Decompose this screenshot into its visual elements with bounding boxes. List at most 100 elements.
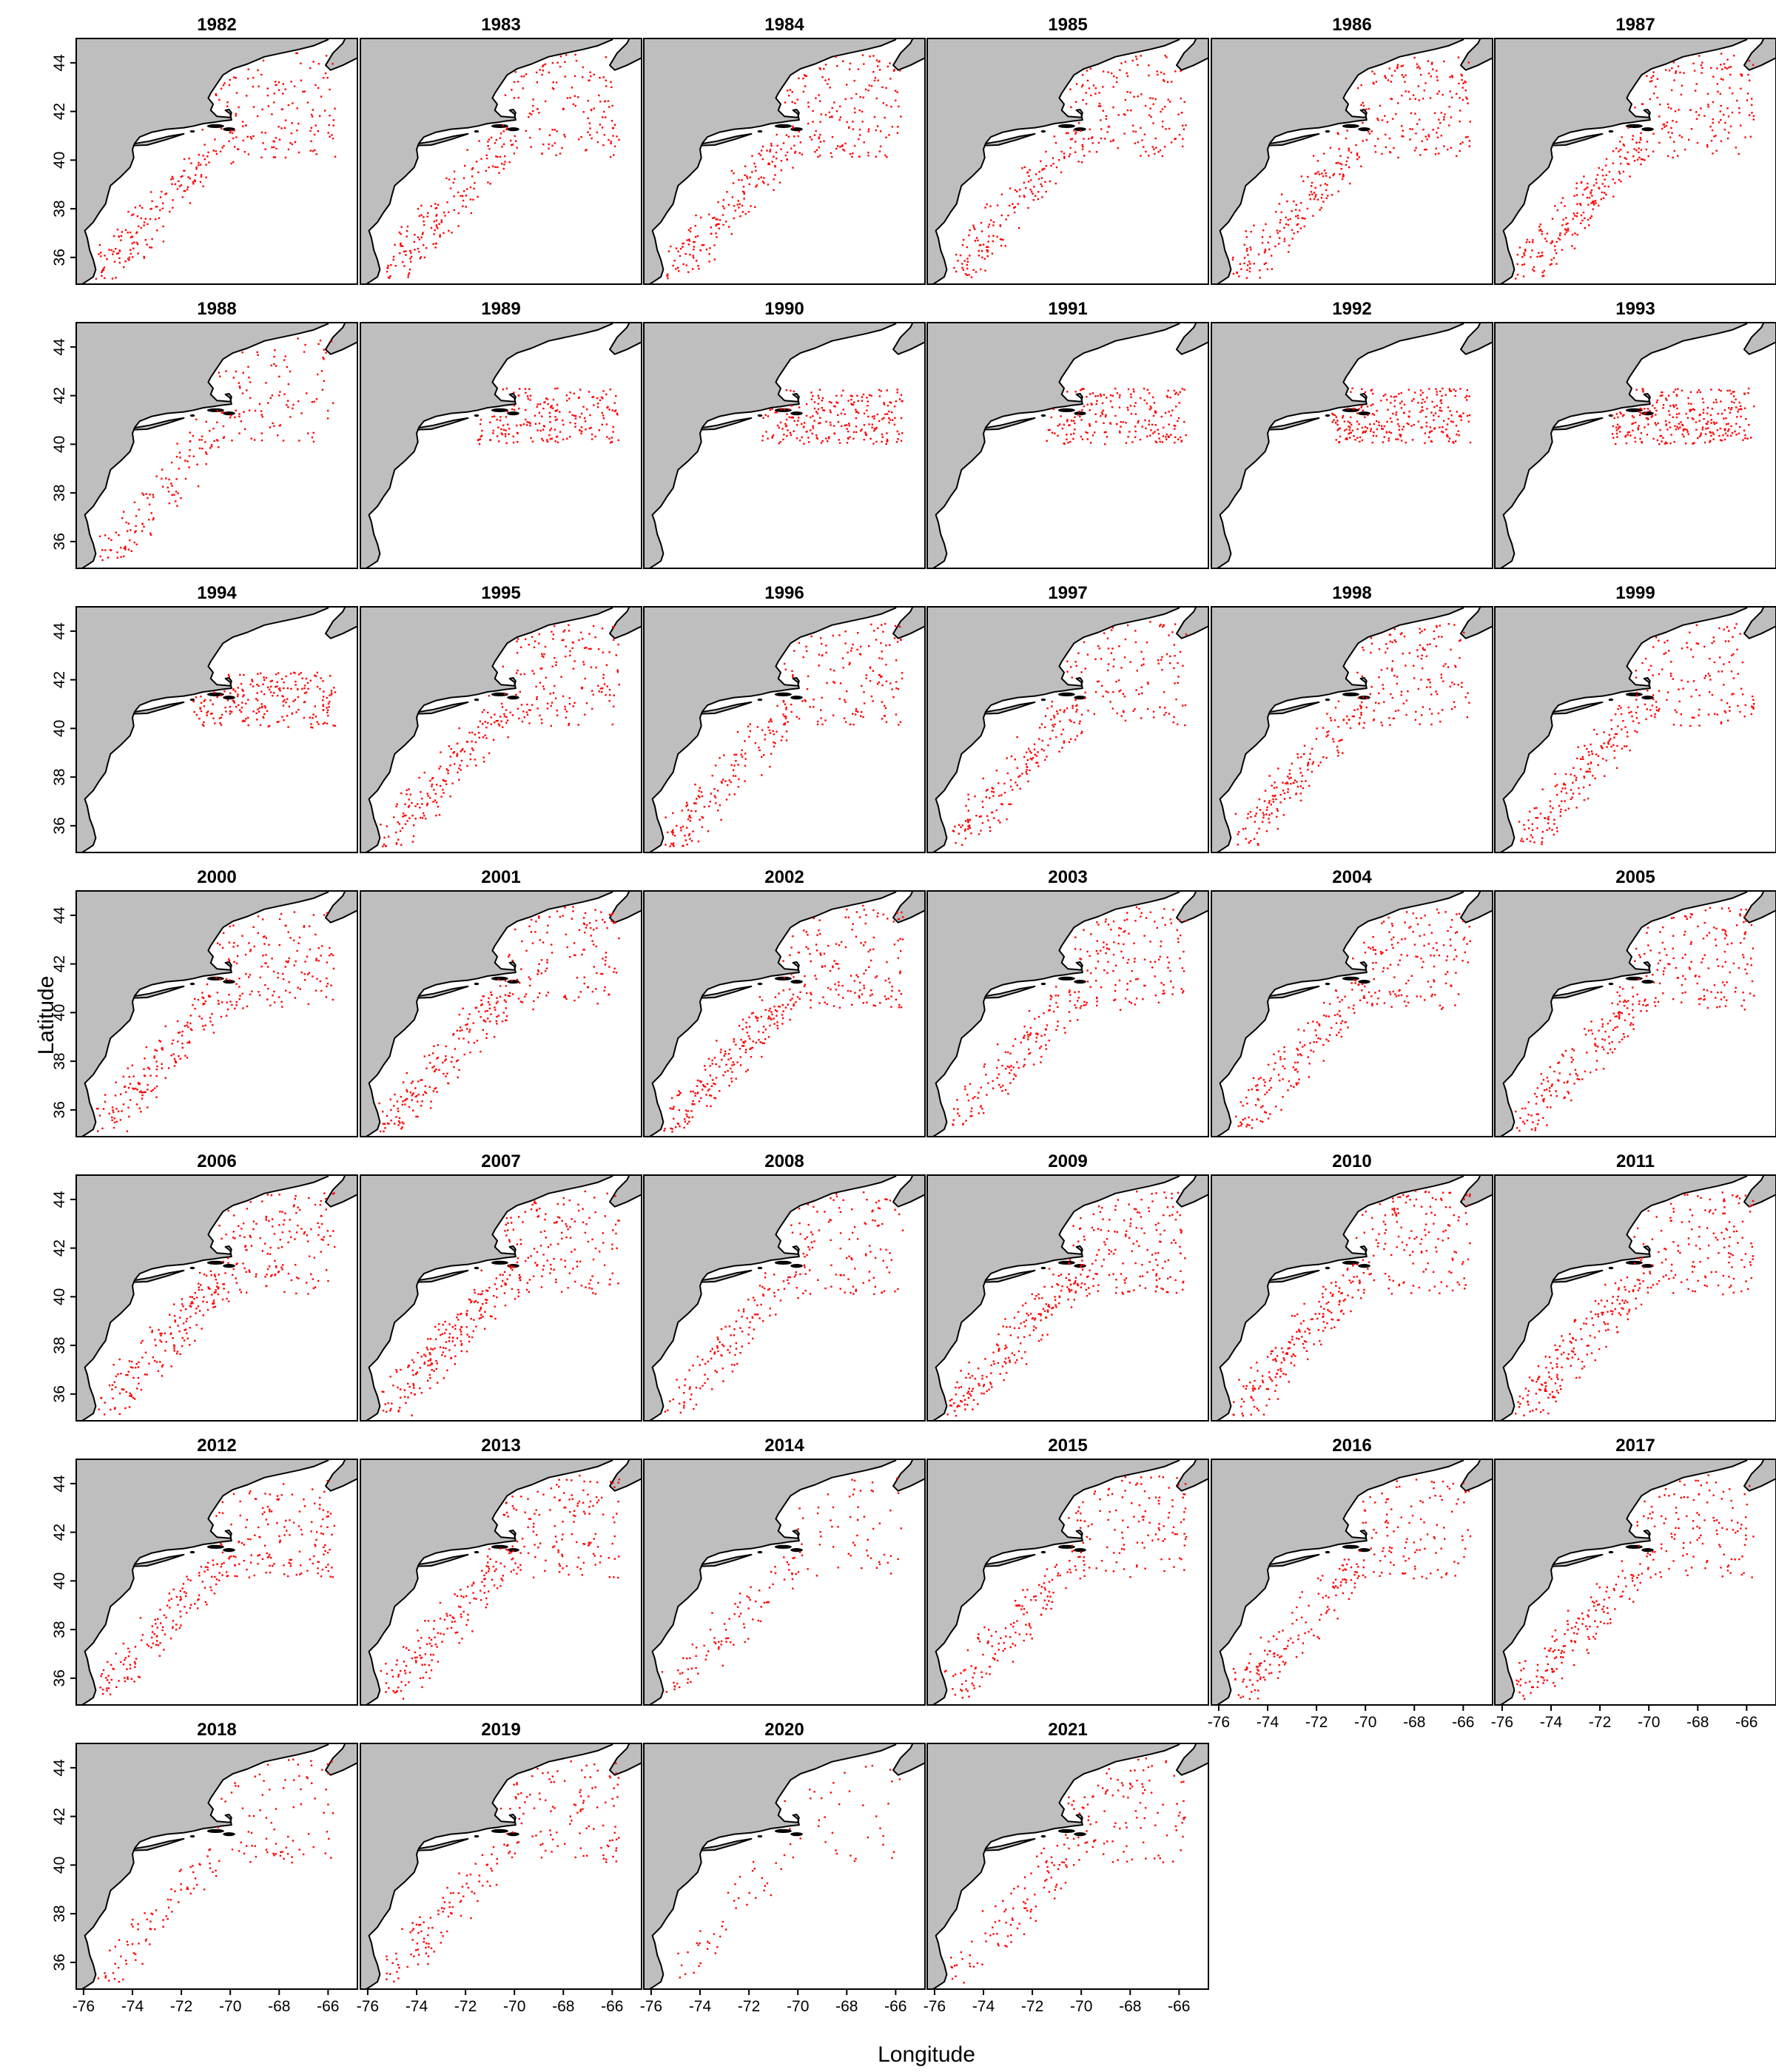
station-point [1692, 408, 1695, 410]
station-point [1082, 146, 1084, 148]
station-point [892, 70, 895, 72]
station-point [1712, 75, 1715, 78]
station-point [1143, 399, 1146, 402]
station-point [1055, 166, 1058, 169]
y-tick-label-38: 38 [51, 484, 68, 501]
station-point [1612, 162, 1615, 164]
station-point [120, 239, 122, 241]
station-point [741, 756, 744, 758]
station-point [712, 217, 714, 219]
station-point [798, 406, 801, 408]
station-point [1079, 415, 1081, 418]
station-point [1413, 149, 1416, 152]
station-point [1130, 110, 1132, 112]
station-point [825, 437, 827, 440]
station-point [1106, 397, 1108, 399]
station-point [525, 418, 527, 421]
station-point [541, 437, 543, 440]
station-point [1661, 391, 1663, 394]
station-point [195, 174, 197, 176]
station-point [1386, 667, 1388, 670]
station-point [1468, 395, 1470, 397]
station-point [1666, 399, 1668, 401]
y-tick-label-36: 36 [51, 533, 68, 550]
station-point [1640, 163, 1642, 166]
station-point [462, 205, 464, 207]
station-point [286, 687, 289, 690]
station-point [1427, 135, 1430, 138]
station-point [815, 149, 818, 151]
station-point [192, 181, 195, 183]
station-point [159, 209, 161, 212]
station-point [1342, 178, 1344, 181]
station-point [1440, 135, 1442, 137]
station-point [1340, 168, 1342, 170]
station-point [301, 677, 303, 679]
station-point [601, 127, 604, 129]
station-point [116, 229, 119, 231]
station-point [1712, 431, 1714, 434]
station-point [584, 420, 587, 423]
station-point [432, 243, 434, 245]
station-point [118, 249, 121, 252]
station-point [793, 420, 796, 423]
station-point [1524, 828, 1526, 831]
station-point [1661, 440, 1663, 443]
station-point [799, 141, 801, 144]
station-point [1084, 667, 1086, 670]
station-point [1752, 707, 1755, 710]
station-point [1610, 738, 1612, 740]
station-point [1635, 711, 1638, 714]
station-point [418, 251, 420, 253]
station-point [462, 190, 465, 192]
station-point [143, 221, 146, 223]
station-point [574, 423, 576, 425]
station-point [165, 477, 167, 480]
station-point [551, 702, 554, 704]
station-point [1362, 431, 1364, 434]
station-point [1129, 91, 1131, 94]
station-point [431, 785, 433, 787]
station-point [453, 170, 456, 172]
station-point [615, 654, 617, 656]
station-point [1046, 707, 1049, 710]
station-point [737, 200, 739, 202]
station-point [1424, 135, 1427, 138]
station-point [1327, 734, 1329, 736]
station-point [1283, 792, 1285, 795]
station-point [289, 416, 292, 418]
station-point [1288, 773, 1291, 775]
station-point [864, 88, 867, 90]
station-point [1459, 120, 1461, 123]
station-point [132, 247, 135, 249]
panel-1993: 1993 [1494, 299, 1776, 569]
station-point [1272, 801, 1275, 803]
station-point [761, 774, 763, 776]
station-point [611, 104, 613, 107]
station-point [474, 758, 477, 761]
station-point [507, 423, 509, 426]
station-point [1698, 435, 1701, 438]
station-point [900, 639, 902, 641]
station-point [502, 424, 505, 426]
station-point [817, 408, 820, 411]
station-point [1436, 132, 1438, 134]
station-point [785, 134, 788, 136]
station-point [1286, 200, 1288, 203]
station-point [732, 769, 735, 771]
station-point [1232, 256, 1234, 259]
station-point [730, 764, 733, 767]
station-point [550, 704, 552, 707]
station-point [1348, 719, 1350, 721]
station-point [247, 153, 250, 155]
map-area-1998 [1211, 607, 1493, 852]
station-point [1106, 637, 1109, 639]
station-point [1278, 203, 1281, 205]
station-point [239, 673, 241, 676]
station-point [1182, 704, 1184, 707]
station-point [1703, 645, 1706, 648]
station-point [1597, 764, 1599, 766]
station-point [804, 700, 807, 702]
station-point [1549, 263, 1551, 266]
station-point [1089, 128, 1091, 130]
